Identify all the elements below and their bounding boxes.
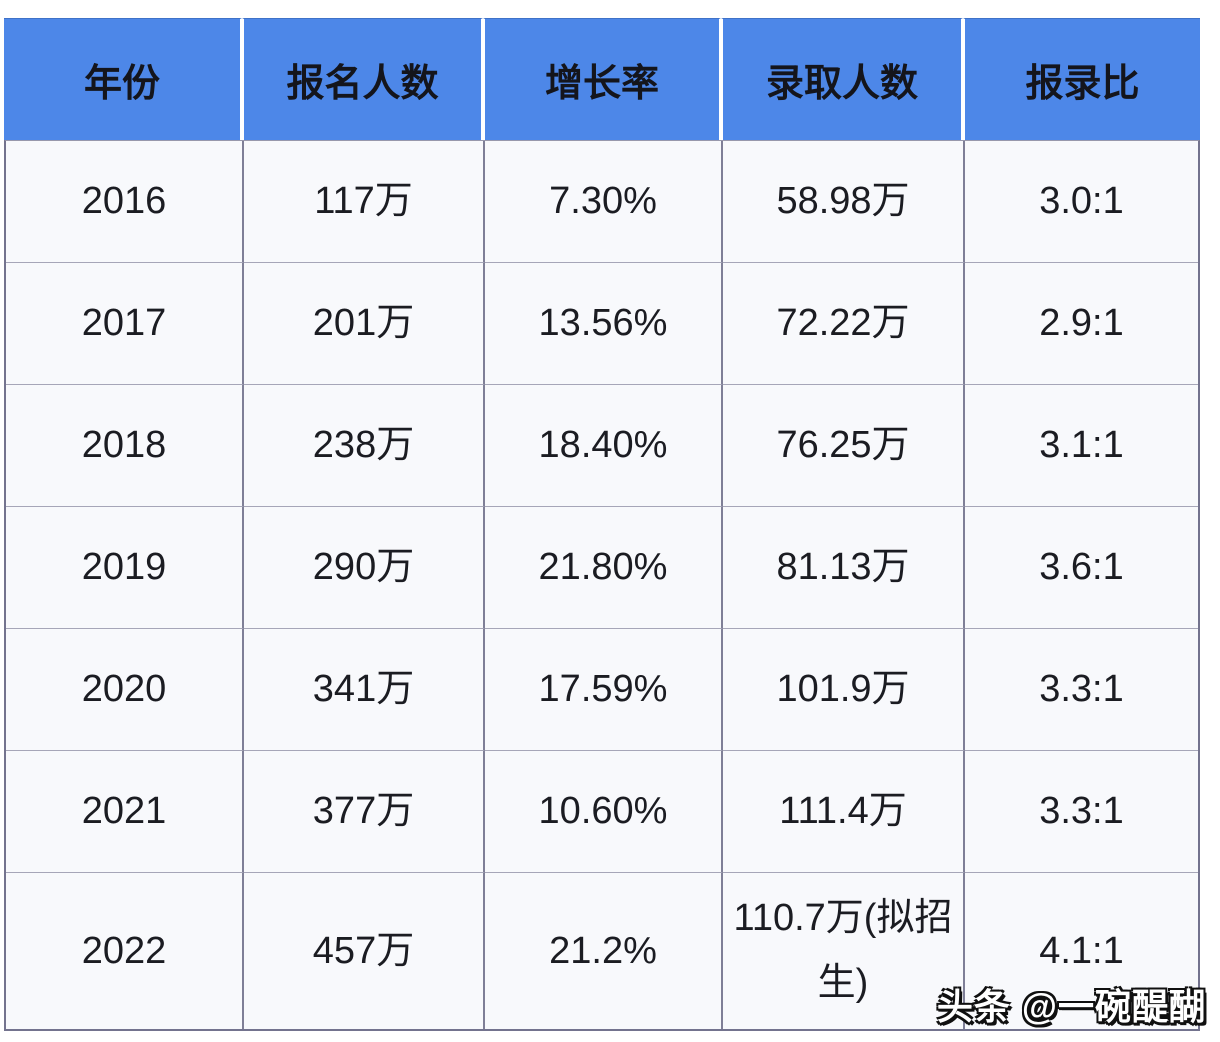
table-cell: 2.9:1 [965, 263, 1198, 385]
table-row: 2022 457万 21.2% 110.7万(拟招生) 4.1:1 [6, 873, 1198, 1029]
table-cell: 7.30% [485, 141, 723, 263]
table-cell: 290万 [244, 507, 485, 629]
table-cell: 3.6:1 [965, 507, 1198, 629]
table-cell: 3.3:1 [965, 629, 1198, 751]
table-cell: 76.25万 [723, 385, 965, 507]
table-cell: 3.0:1 [965, 141, 1198, 263]
table-cell: 2017 [6, 263, 244, 385]
table-cell: 377万 [244, 751, 485, 873]
column-header-year: 年份 [4, 18, 242, 140]
table-cell: 10.60% [485, 751, 723, 873]
table-cell: 4.1:1 [965, 873, 1198, 1029]
table-cell: 341万 [244, 629, 485, 751]
column-header-applicants: 报名人数 [242, 18, 483, 140]
table-cell: 18.40% [485, 385, 723, 507]
table-cell: 21.80% [485, 507, 723, 629]
column-header-ratio: 报录比 [963, 18, 1200, 140]
table-row: 2018 238万 18.40% 76.25万 3.1:1 [6, 385, 1198, 507]
table-cell: 2020 [6, 629, 244, 751]
watermark: 头条 @一碗醍醐 [936, 986, 1206, 1027]
table-header-row: 年份 报名人数 增长率 录取人数 报录比 [4, 18, 1200, 140]
table-cell: 58.98万 [723, 141, 965, 263]
column-header-admitted: 录取人数 [721, 18, 963, 140]
table-body: 2016 117万 7.30% 58.98万 3.0:1 2017 201万 1… [4, 140, 1200, 1031]
table-row: 2020 341万 17.59% 101.9万 3.3:1 [6, 629, 1198, 751]
table-cell: 13.56% [485, 263, 723, 385]
table-row: 2017 201万 13.56% 72.22万 2.9:1 [6, 263, 1198, 385]
admissions-table: 年份 报名人数 增长率 录取人数 报录比 2016 117万 7.30% 58.… [4, 18, 1200, 1031]
table-cell: 81.13万 [723, 507, 965, 629]
table-cell: 2022 [6, 873, 244, 1029]
table-cell: 201万 [244, 263, 485, 385]
table-cell: 457万 [244, 873, 485, 1029]
table-row: 2016 117万 7.30% 58.98万 3.0:1 [6, 141, 1198, 263]
table-cell: 72.22万 [723, 263, 965, 385]
table-cell: 2018 [6, 385, 244, 507]
table-cell: 117万 [244, 141, 485, 263]
table-cell: 17.59% [485, 629, 723, 751]
table-row: 2019 290万 21.80% 81.13万 3.6:1 [6, 507, 1198, 629]
table-cell: 2021 [6, 751, 244, 873]
table-cell: 238万 [244, 385, 485, 507]
table-cell: 2019 [6, 507, 244, 629]
table-cell: 2016 [6, 141, 244, 263]
table-cell: 110.7万(拟招生) [723, 873, 965, 1029]
table-cell: 111.4万 [723, 751, 965, 873]
column-header-growth: 增长率 [483, 18, 721, 140]
table-row: 2021 377万 10.60% 111.4万 3.3:1 [6, 751, 1198, 873]
table-cell: 3.3:1 [965, 751, 1198, 873]
table-cell: 21.2% [485, 873, 723, 1029]
table-cell: 101.9万 [723, 629, 965, 751]
table-cell: 3.1:1 [965, 385, 1198, 507]
